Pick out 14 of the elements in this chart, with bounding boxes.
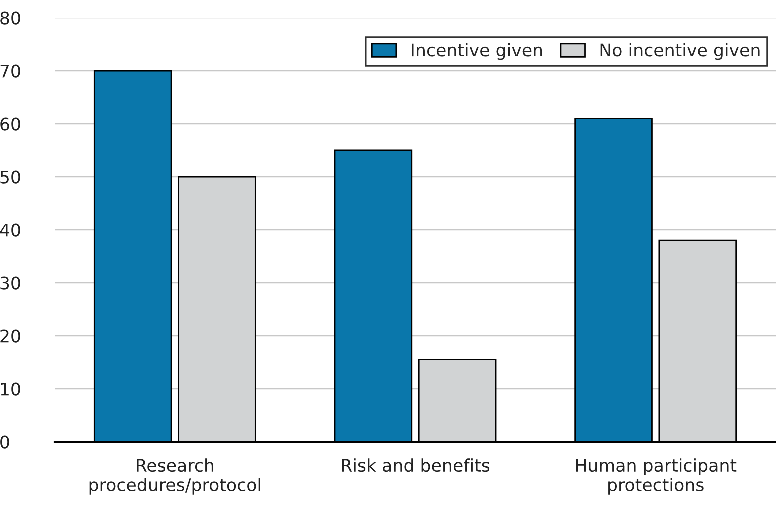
x-tick-label: Risk and benefits xyxy=(342,458,490,472)
y-tick-label: 20 xyxy=(0,330,20,343)
y-tick-label: 70 xyxy=(0,64,20,78)
y-tick-label: 80 xyxy=(0,12,20,25)
y-tick-label: 10 xyxy=(1,382,20,396)
y-tick-label: 40 xyxy=(0,224,20,237)
y-tick-label: 30 xyxy=(0,276,20,290)
x-tick-label: Research procedures/protocol xyxy=(90,458,260,495)
legend-label: Incentive given xyxy=(412,43,542,60)
y-tick-label: 50 xyxy=(0,170,20,184)
y-tick-label: 60 xyxy=(0,118,20,131)
x-tick-label: Human participant protections xyxy=(576,458,737,495)
y-tick-label: 0 xyxy=(0,436,10,449)
legend-label: No incentive given xyxy=(600,43,760,60)
